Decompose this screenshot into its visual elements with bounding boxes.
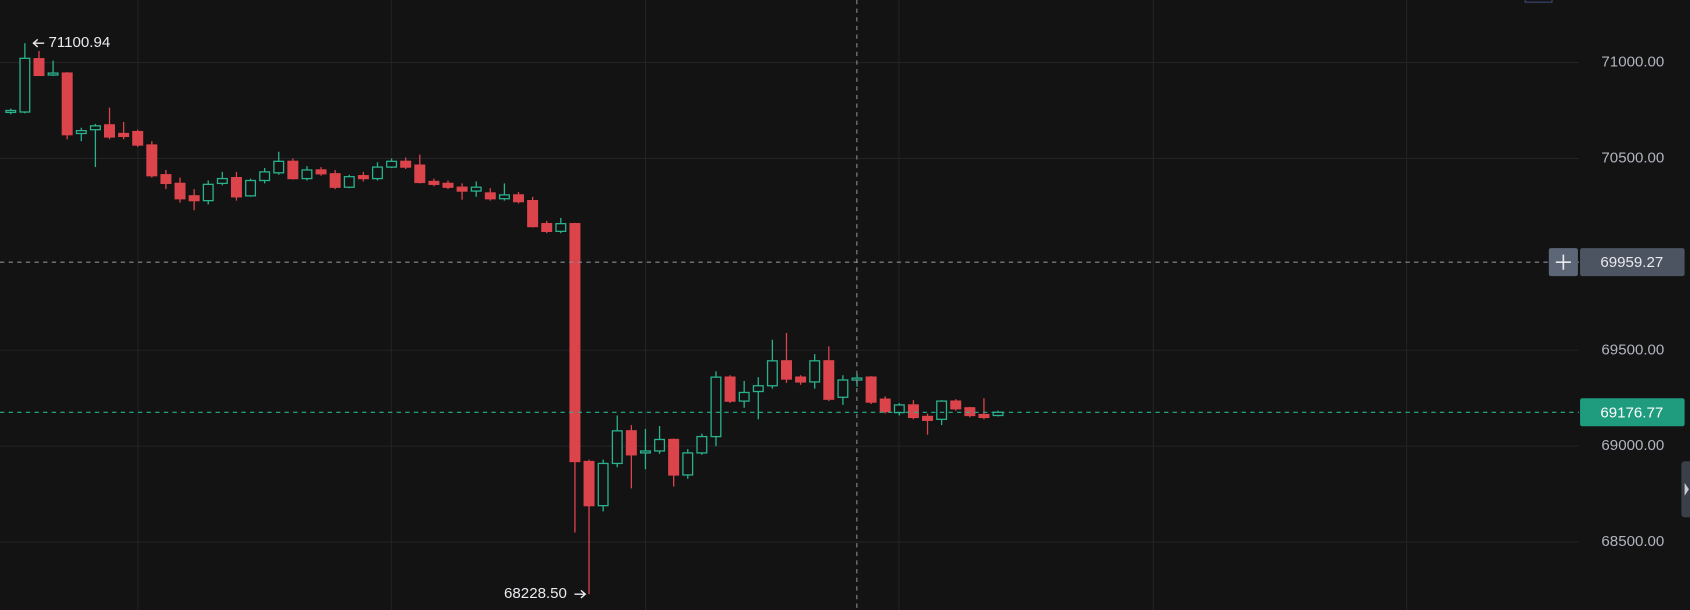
candle-body — [47, 72, 59, 76]
y-tick-label: 69000.00 — [1601, 437, 1664, 454]
candle-body — [414, 164, 426, 184]
candle-body — [160, 174, 172, 185]
candle-body — [541, 223, 553, 232]
candles — [5, 43, 1004, 595]
candle-body — [809, 360, 821, 383]
candle-body — [174, 182, 186, 200]
y-tick-label: 71000.00 — [1601, 54, 1664, 71]
candle-body — [710, 376, 722, 438]
candle-body — [611, 430, 623, 465]
candle-body — [273, 160, 285, 174]
candle-body — [132, 130, 144, 146]
candle-body — [950, 400, 962, 410]
candle-body — [625, 430, 637, 456]
candle-body — [371, 166, 383, 180]
toolbar-box[interactable] — [1524, 0, 1553, 3]
candle-body — [89, 125, 101, 131]
candle-body — [654, 438, 666, 452]
candle-body — [922, 415, 934, 421]
y-tick-label: 68500.00 — [1601, 533, 1664, 550]
candle-body — [780, 360, 792, 380]
candle-body — [188, 195, 200, 202]
candle-body — [893, 404, 905, 414]
y-tick-label: 70500.00 — [1601, 149, 1664, 166]
low-label: 68228.50 — [504, 585, 567, 602]
candle-body — [879, 398, 891, 413]
candle-body — [682, 452, 694, 476]
candle-body — [823, 360, 835, 400]
candle-body — [456, 186, 468, 192]
handle-arrow — [1684, 482, 1689, 496]
candle-body — [498, 194, 510, 200]
candle-body — [442, 182, 454, 188]
candle-body — [569, 223, 581, 463]
candle-body — [766, 360, 778, 387]
candle-body — [19, 57, 31, 113]
add-icon — [1555, 254, 1571, 270]
last-price-label: 69176.77 — [1600, 404, 1663, 421]
low-arrow — [574, 589, 587, 599]
candle-body — [245, 179, 257, 197]
candle-body — [357, 175, 369, 180]
high-label: 71100.94 — [49, 34, 111, 51]
candle-body — [668, 438, 680, 476]
candle-body — [795, 376, 807, 383]
candle-body — [146, 144, 158, 177]
candle-body — [118, 132, 130, 138]
candle-body — [484, 192, 496, 200]
candle-body — [597, 462, 609, 507]
candle-body — [696, 435, 708, 454]
candle-body — [75, 129, 87, 135]
candle-body — [230, 176, 242, 198]
crosshair-label: 69959.27 — [1600, 254, 1663, 271]
candle-body — [865, 376, 877, 403]
candle-body — [329, 173, 341, 188]
y-tick-label: 69500.00 — [1601, 341, 1664, 358]
candle-body — [936, 400, 948, 420]
candle-body — [301, 169, 313, 180]
candle-body — [5, 109, 17, 114]
candle-body — [907, 404, 919, 419]
candle-body — [61, 72, 73, 136]
last-price-box — [1580, 398, 1685, 427]
grid — [0, 0, 1579, 610]
candle-body — [738, 391, 750, 402]
candle-body — [978, 413, 990, 419]
candle-body — [527, 200, 539, 228]
candle-body — [315, 169, 327, 175]
candle-body — [104, 124, 116, 138]
candle-body — [343, 176, 355, 188]
candle-body — [287, 160, 299, 180]
candle-body — [513, 194, 525, 203]
candle-body — [555, 223, 567, 232]
candle-body — [992, 411, 1004, 417]
candle-body — [216, 177, 228, 185]
candle-body — [724, 376, 736, 402]
crosshair-label-box — [1580, 248, 1685, 277]
high-arrow — [32, 38, 45, 48]
candle-body — [428, 180, 440, 185]
candle-body — [583, 460, 595, 507]
candle-body — [752, 385, 764, 393]
candle-body — [837, 379, 849, 398]
candle-body — [470, 186, 482, 192]
candle-body — [33, 58, 45, 77]
candle-body — [386, 160, 398, 168]
candle-body — [259, 171, 271, 182]
candle-body — [964, 407, 976, 417]
candle-body — [400, 160, 412, 168]
candle-body — [202, 183, 214, 202]
candle-body — [639, 450, 651, 454]
